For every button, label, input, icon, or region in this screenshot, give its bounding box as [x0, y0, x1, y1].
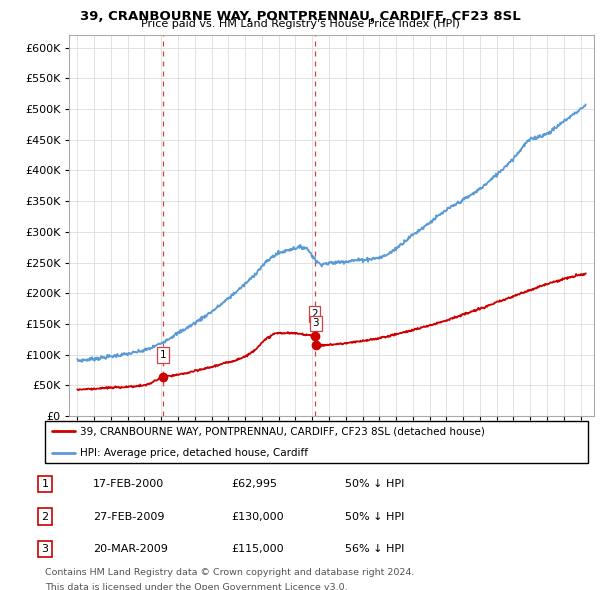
Text: 2: 2	[311, 309, 318, 319]
Text: 1: 1	[41, 479, 49, 489]
Text: Price paid vs. HM Land Registry's House Price Index (HPI): Price paid vs. HM Land Registry's House …	[140, 19, 460, 30]
Text: 39, CRANBOURNE WAY, PONTPRENNAU, CARDIFF, CF23 8SL (detached house): 39, CRANBOURNE WAY, PONTPRENNAU, CARDIFF…	[80, 427, 485, 436]
Text: 3: 3	[313, 318, 319, 328]
Text: 50% ↓ HPI: 50% ↓ HPI	[345, 479, 404, 489]
Text: 39, CRANBOURNE WAY, PONTPRENNAU, CARDIFF, CF23 8SL: 39, CRANBOURNE WAY, PONTPRENNAU, CARDIFF…	[80, 10, 520, 23]
Text: 56% ↓ HPI: 56% ↓ HPI	[345, 544, 404, 554]
Text: 27-FEB-2009: 27-FEB-2009	[93, 512, 164, 522]
Text: 3: 3	[41, 544, 49, 554]
Text: £62,995: £62,995	[231, 479, 277, 489]
Text: 1: 1	[160, 350, 167, 360]
Text: Contains HM Land Registry data © Crown copyright and database right 2024.: Contains HM Land Registry data © Crown c…	[45, 568, 415, 577]
Text: 20-MAR-2009: 20-MAR-2009	[93, 544, 168, 554]
Text: £130,000: £130,000	[231, 512, 284, 522]
Text: HPI: Average price, detached house, Cardiff: HPI: Average price, detached house, Card…	[80, 448, 308, 457]
Text: 17-FEB-2000: 17-FEB-2000	[93, 479, 164, 489]
Text: 50% ↓ HPI: 50% ↓ HPI	[345, 512, 404, 522]
Text: £115,000: £115,000	[231, 544, 284, 554]
Text: 2: 2	[41, 512, 49, 522]
Text: This data is licensed under the Open Government Licence v3.0.: This data is licensed under the Open Gov…	[45, 583, 347, 590]
